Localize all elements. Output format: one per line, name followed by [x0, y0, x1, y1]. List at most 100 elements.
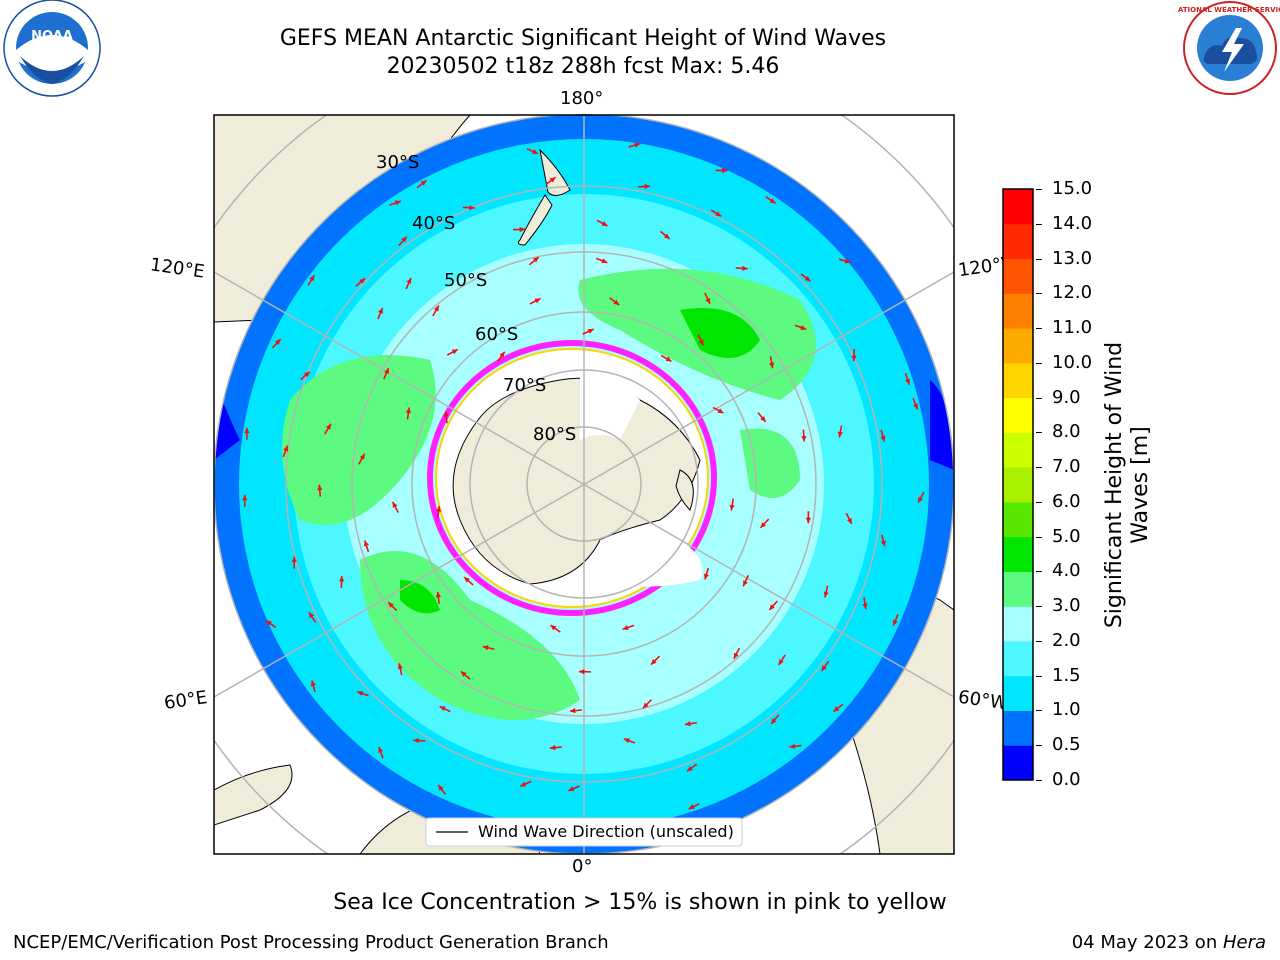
colorbar-tick-label: 1.5 [1052, 664, 1081, 686]
noaa-logo-text: NOAA [31, 29, 73, 44]
colorbar-band [1003, 293, 1033, 329]
map-frame [213, 114, 955, 855]
wave-arrow-head [769, 362, 775, 369]
wave-arrow-head [823, 591, 829, 598]
colorbar-tick-mark [1036, 189, 1042, 190]
colorbar [1002, 188, 1034, 781]
wave-arrow-head [435, 591, 441, 598]
wave-arrow-head [688, 804, 695, 810]
wave-arrow-head [439, 706, 446, 712]
colorbar-tick-label: 2.0 [1052, 629, 1081, 651]
wave-arrow-head [601, 258, 608, 264]
wave-arrow-head [722, 167, 728, 174]
wave-arrow-head [531, 149, 538, 154]
wave-arrow-head [742, 265, 748, 271]
wave-arrow-head [703, 573, 709, 580]
wave-arrow-head [436, 506, 442, 512]
colorbar-band [1003, 710, 1033, 746]
wave-arrow-head [309, 275, 315, 282]
colorbar-band [1003, 675, 1033, 711]
wave-arrow-head [363, 540, 369, 547]
wave-patch-4m [680, 308, 760, 358]
wave-arrow-head [833, 706, 840, 712]
wave-arrow-head [317, 484, 323, 491]
colorbar-label-line1: Significant Height of Wind [1102, 341, 1127, 629]
noaa-logo: NOAA [3, 0, 101, 97]
wave-arrow-head [469, 205, 475, 211]
wave-arrow-head [325, 423, 331, 430]
wave-arrow-head [519, 226, 526, 233]
wave-arrow-head [283, 445, 289, 452]
colorbar-tick-mark [1036, 397, 1042, 399]
wave-arrow-head [433, 305, 439, 312]
wave-arrow-head [642, 702, 649, 709]
wave-arrow-head [913, 403, 918, 410]
wave-arrow-head [406, 277, 412, 284]
colorbar-tick-mark [1036, 467, 1042, 469]
wave-arrow-head [534, 298, 541, 304]
lon-label-180: 180° [560, 88, 604, 109]
colorbar-tick-mark [1036, 536, 1042, 538]
wave-arrow-head [634, 142, 641, 148]
wave-arrow-head [851, 355, 857, 362]
colorbar-tick-label: 15.0 [1052, 178, 1093, 199]
colorbar-tick-mark [1036, 501, 1042, 503]
wave-arrow-head [405, 407, 412, 414]
wave-arrow-head [743, 580, 748, 587]
wave-arrow-head [499, 351, 505, 358]
colorbar-tick-label: 6.0 [1052, 490, 1081, 512]
wave-arrow-head [310, 680, 316, 687]
wave-arrow-head [308, 612, 315, 619]
colorbar-tick-label: 0.0 [1052, 769, 1081, 790]
wave-arrow-head [771, 718, 777, 724]
lon-label-0: 0° [572, 856, 593, 877]
wave-arrow-head [397, 663, 403, 670]
wave-arrow-head [388, 602, 394, 608]
wave-arrow-head [918, 496, 924, 503]
nws-logo: NATIONAL WEATHER SERVICE [1178, 1, 1280, 95]
wave-arrow-head [821, 665, 827, 672]
colorbar-tick-label: 14.0 [1052, 212, 1093, 234]
wave-arrow-head [769, 198, 776, 204]
colorbar-tick-mark [1036, 780, 1042, 781]
wave-arrow-head [789, 743, 796, 749]
colorbar-tick-label: 11.0 [1052, 317, 1093, 339]
wave-arrow-head [291, 556, 297, 563]
colorbar-tick-label: 13.0 [1052, 247, 1093, 269]
wave-arrow-head [550, 625, 557, 631]
sea-ice-edge [427, 340, 717, 616]
nws-logo-text: NATIONAL WEATHER SERVICE [1178, 6, 1280, 14]
run-date-text: 04 May 2023 on [1071, 932, 1223, 953]
wave-arrow-head [359, 453, 365, 460]
legend-box [425, 817, 743, 847]
run-date: 04 May 2023 on Hera [1072, 932, 1266, 953]
wave-arrow-head [698, 339, 704, 346]
sea-ice-note: Sea Ice Concentration > 15% is shown in … [333, 890, 947, 915]
colorbar-band [1003, 467, 1033, 503]
wave-arrow-head [760, 522, 767, 528]
colorbar-tick-mark [1036, 745, 1042, 747]
lat-label-80s: 80°S [533, 424, 577, 445]
colorbar-band [1003, 189, 1033, 225]
wave-arrow-head [622, 625, 629, 631]
lat-label-60s: 60°S [475, 324, 519, 345]
colorbar-band [1003, 397, 1033, 433]
wave-arrow-head [663, 233, 670, 239]
wave-arrow-head [401, 236, 407, 243]
wave-arrow-head [880, 435, 886, 442]
wave-arrow-head [862, 603, 868, 610]
wave-arrow-head [443, 411, 449, 417]
wave-arrow-head [413, 737, 419, 744]
lat-label-70s: 70°S [503, 375, 547, 396]
wave-arrow-head [568, 786, 575, 792]
wave-arrow-head [339, 575, 345, 582]
wave-arrow-head [464, 577, 470, 583]
colorbar-tick-label: 3.0 [1052, 595, 1081, 617]
wave-arrow-head [846, 517, 852, 524]
colorbar-tick-label: 8.0 [1052, 421, 1081, 443]
wave-arrow-head [684, 721, 691, 727]
wave-arrow-head [837, 431, 843, 438]
wave-arrow-head [613, 299, 620, 306]
colorbar-tick-mark [1036, 571, 1042, 573]
